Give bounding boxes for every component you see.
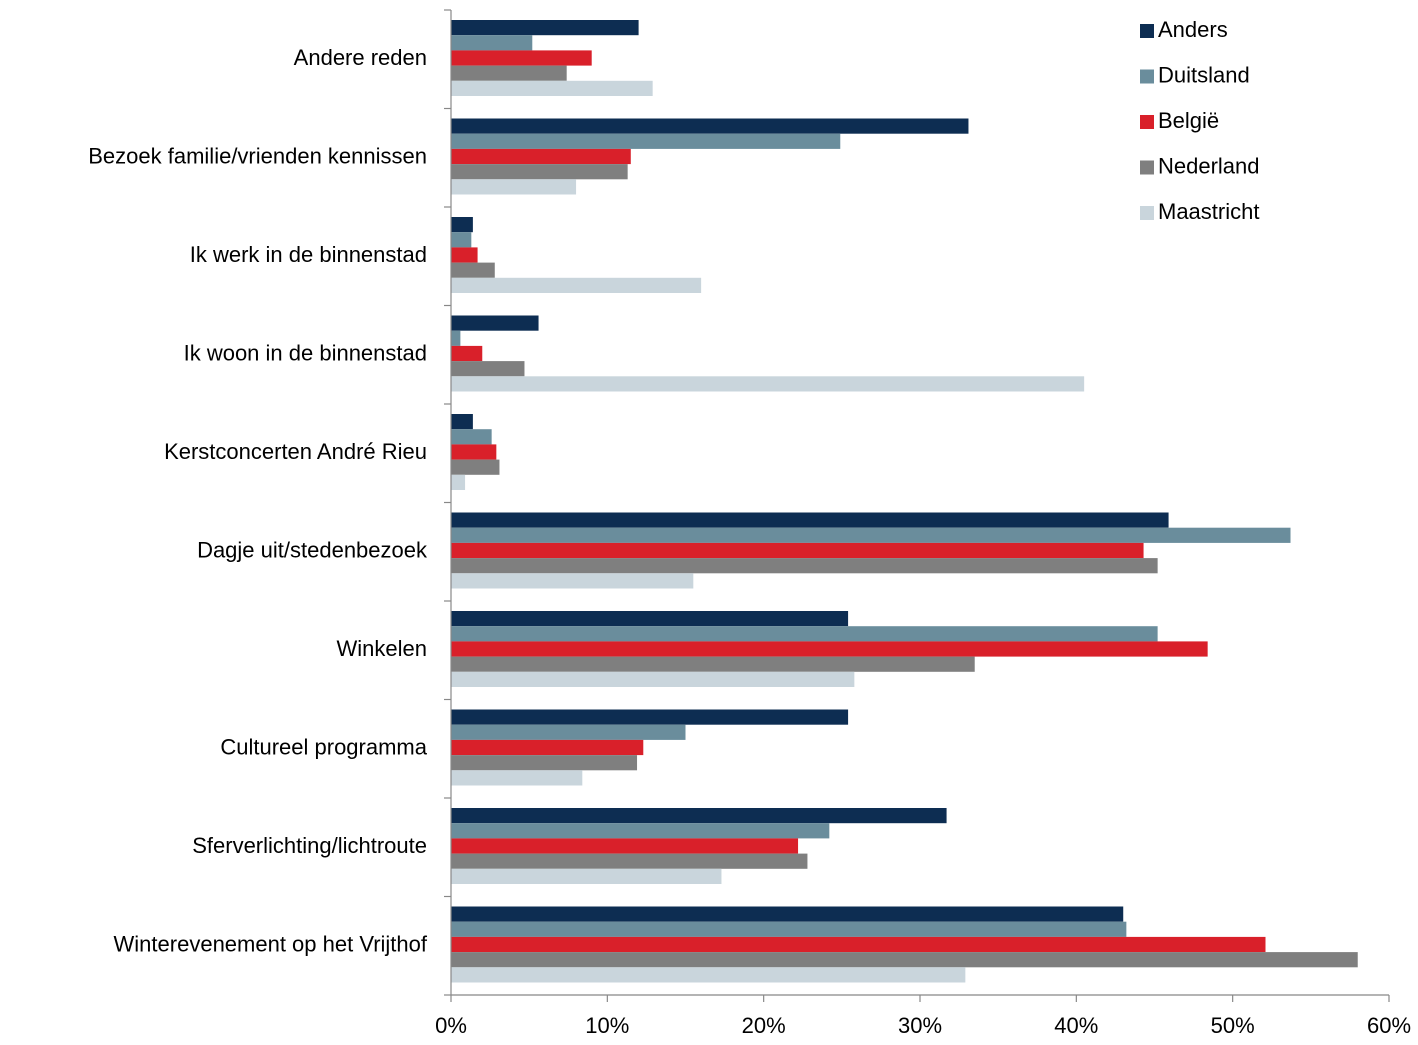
bar (451, 80, 653, 96)
x-tick-label: 30% (898, 1013, 942, 1038)
bar (451, 709, 849, 725)
x-tick-label: 60% (1367, 1013, 1411, 1038)
bar (451, 164, 628, 180)
legend-swatch (1140, 24, 1154, 38)
y-tick-label: Dagje uit/stedenbezoek (197, 538, 428, 563)
y-tick-label: Cultureel programma (220, 735, 427, 760)
y-tick-label: Kerstconcerten André Rieu (164, 439, 427, 464)
x-tick-label: 40% (1054, 1013, 1098, 1038)
bar (451, 262, 495, 278)
bar (451, 474, 466, 490)
bar (451, 527, 1291, 543)
bar (451, 345, 483, 362)
bar (451, 542, 1144, 559)
bar (451, 179, 577, 195)
y-tick-label: Winterevenement op het Vrijthof (114, 932, 428, 957)
bar (451, 626, 1158, 642)
bar (451, 232, 472, 248)
y-tick-label: Andere reden (294, 45, 427, 70)
bar (451, 611, 849, 627)
bar (451, 315, 539, 331)
bar (451, 459, 500, 475)
bar (451, 770, 583, 786)
bar (451, 65, 567, 81)
bar (451, 512, 1169, 528)
legend-label: Nederland (1158, 153, 1260, 178)
bar (451, 217, 473, 233)
bar (451, 641, 1208, 657)
bar (451, 444, 497, 460)
bar (451, 148, 631, 165)
legend-label: België (1158, 108, 1219, 133)
bar (451, 739, 644, 756)
bar (451, 573, 694, 589)
bar (451, 823, 830, 839)
bar (451, 20, 639, 36)
bar (451, 50, 592, 66)
bar (451, 247, 478, 263)
legend-label: Duitsland (1158, 62, 1250, 87)
x-tick-label: 20% (742, 1013, 786, 1038)
legend-swatch (1140, 206, 1154, 220)
bar (451, 414, 473, 430)
x-tick-label: 10% (585, 1013, 629, 1038)
legend-swatch (1140, 115, 1154, 129)
bar (451, 853, 808, 869)
y-tick-label: Bezoek familie/vrienden kennissen (88, 144, 427, 169)
bar (451, 755, 638, 771)
bar (451, 277, 702, 293)
bar (451, 376, 1085, 392)
legend-label: Anders (1158, 17, 1228, 42)
bar (451, 118, 969, 134)
bar (451, 936, 1266, 953)
bar (451, 656, 975, 672)
bar (451, 967, 966, 983)
x-tick-label: 0% (435, 1013, 467, 1038)
bar (451, 808, 947, 824)
bar (451, 133, 841, 149)
bar (451, 952, 1358, 968)
bar (451, 838, 799, 854)
bar (451, 906, 1124, 922)
bar (451, 361, 525, 377)
bar (451, 671, 855, 687)
bar (451, 724, 686, 740)
y-tick-label: Sferverlichting/lichtroute (192, 833, 427, 858)
x-tick-label: 50% (1211, 1013, 1255, 1038)
bar (451, 330, 461, 346)
legend-swatch (1140, 160, 1154, 175)
legend-swatch (1140, 69, 1154, 84)
y-tick-label: Ik werk in de binnenstad (190, 242, 427, 267)
bar (451, 429, 492, 445)
y-tick-label: Ik woon in de binnenstad (184, 341, 427, 366)
bar (451, 868, 722, 884)
y-tick-label: Winkelen (337, 636, 427, 661)
legend-label: Maastricht (1158, 199, 1259, 224)
bar (451, 558, 1158, 574)
bar (451, 35, 533, 51)
bar (451, 921, 1127, 937)
